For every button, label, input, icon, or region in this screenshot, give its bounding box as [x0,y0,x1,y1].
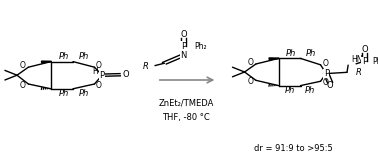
Text: Ph: Ph [78,52,89,61]
Text: R: R [355,68,361,77]
Text: O: O [327,81,333,90]
Text: O: O [20,61,26,70]
Text: THF, -80 °C: THF, -80 °C [163,113,210,122]
Text: Ph: Ph [58,52,69,61]
Text: O: O [361,45,368,54]
Text: O: O [247,77,253,86]
Text: ZnEt₂/TMEDA: ZnEt₂/TMEDA [159,99,214,108]
Text: O: O [247,58,253,67]
Text: O: O [96,61,102,70]
Text: H: H [93,67,98,76]
Polygon shape [269,58,279,60]
Text: P: P [362,57,367,66]
Polygon shape [42,61,51,63]
Text: Ph: Ph [285,86,295,95]
Text: O: O [20,81,26,90]
Text: P: P [324,69,329,78]
Text: O: O [322,59,328,68]
Text: Ph: Ph [305,86,315,95]
Text: O: O [322,78,328,87]
Text: Ph: Ph [286,49,296,58]
Text: O: O [96,81,102,90]
Text: Ph₂: Ph₂ [373,57,378,66]
Text: HN: HN [351,55,363,64]
Text: O: O [180,30,187,39]
Text: Ph: Ph [306,49,316,58]
Text: R: R [143,62,149,71]
Text: Ph: Ph [78,89,89,98]
Text: dr = 91:9 to >95:5: dr = 91:9 to >95:5 [254,144,332,153]
Text: Ph₂: Ph₂ [195,42,207,51]
Text: O: O [123,70,130,79]
Text: P: P [181,42,186,51]
Text: Ph: Ph [58,89,69,98]
Text: N: N [180,51,186,60]
Text: P: P [99,71,105,80]
